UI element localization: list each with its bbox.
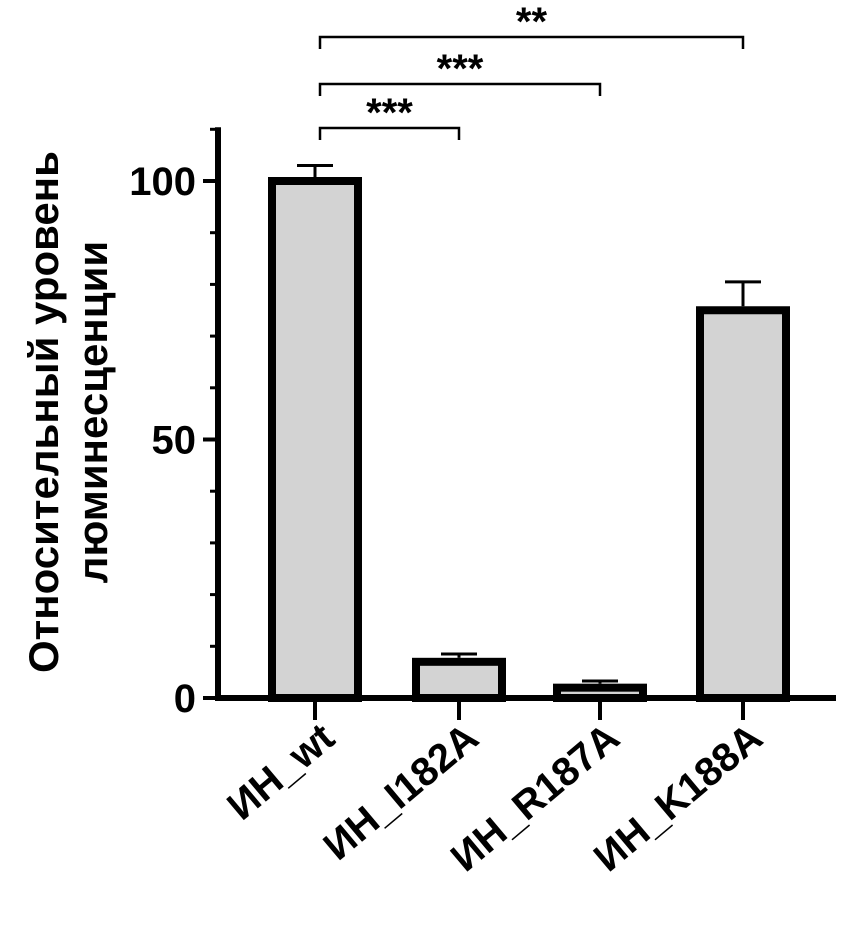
significance-bracket: **	[318, 0, 745, 49]
y-tick-label: 0	[174, 677, 196, 721]
significance-label: ***	[366, 91, 413, 135]
bar	[553, 683, 647, 702]
y-axis-label-line: люминесценции	[69, 241, 116, 583]
y-tick-label: 100	[129, 160, 196, 204]
bar-group: ИН_wt	[219, 163, 362, 829]
bar	[412, 657, 506, 702]
bar-group: ИН_K188A	[586, 280, 790, 880]
significance-bracket: ***	[318, 91, 461, 140]
bar	[696, 306, 790, 702]
bracket-line	[318, 126, 461, 140]
bracket-line	[318, 82, 602, 96]
significance-label: ***	[437, 47, 484, 91]
x-tick-label: ИН_wt	[219, 715, 343, 829]
y-axis-label-line: Относительный уровень	[20, 151, 67, 673]
y-axis-label: Относительный уровень люминесценции	[20, 151, 116, 673]
bar	[268, 177, 362, 702]
significance-bracket: ***	[318, 47, 602, 96]
significance-label: **	[516, 0, 548, 44]
significance-brackets: ********	[318, 0, 745, 140]
y-tick-label: 50	[152, 419, 197, 463]
bracket-line	[318, 35, 745, 49]
